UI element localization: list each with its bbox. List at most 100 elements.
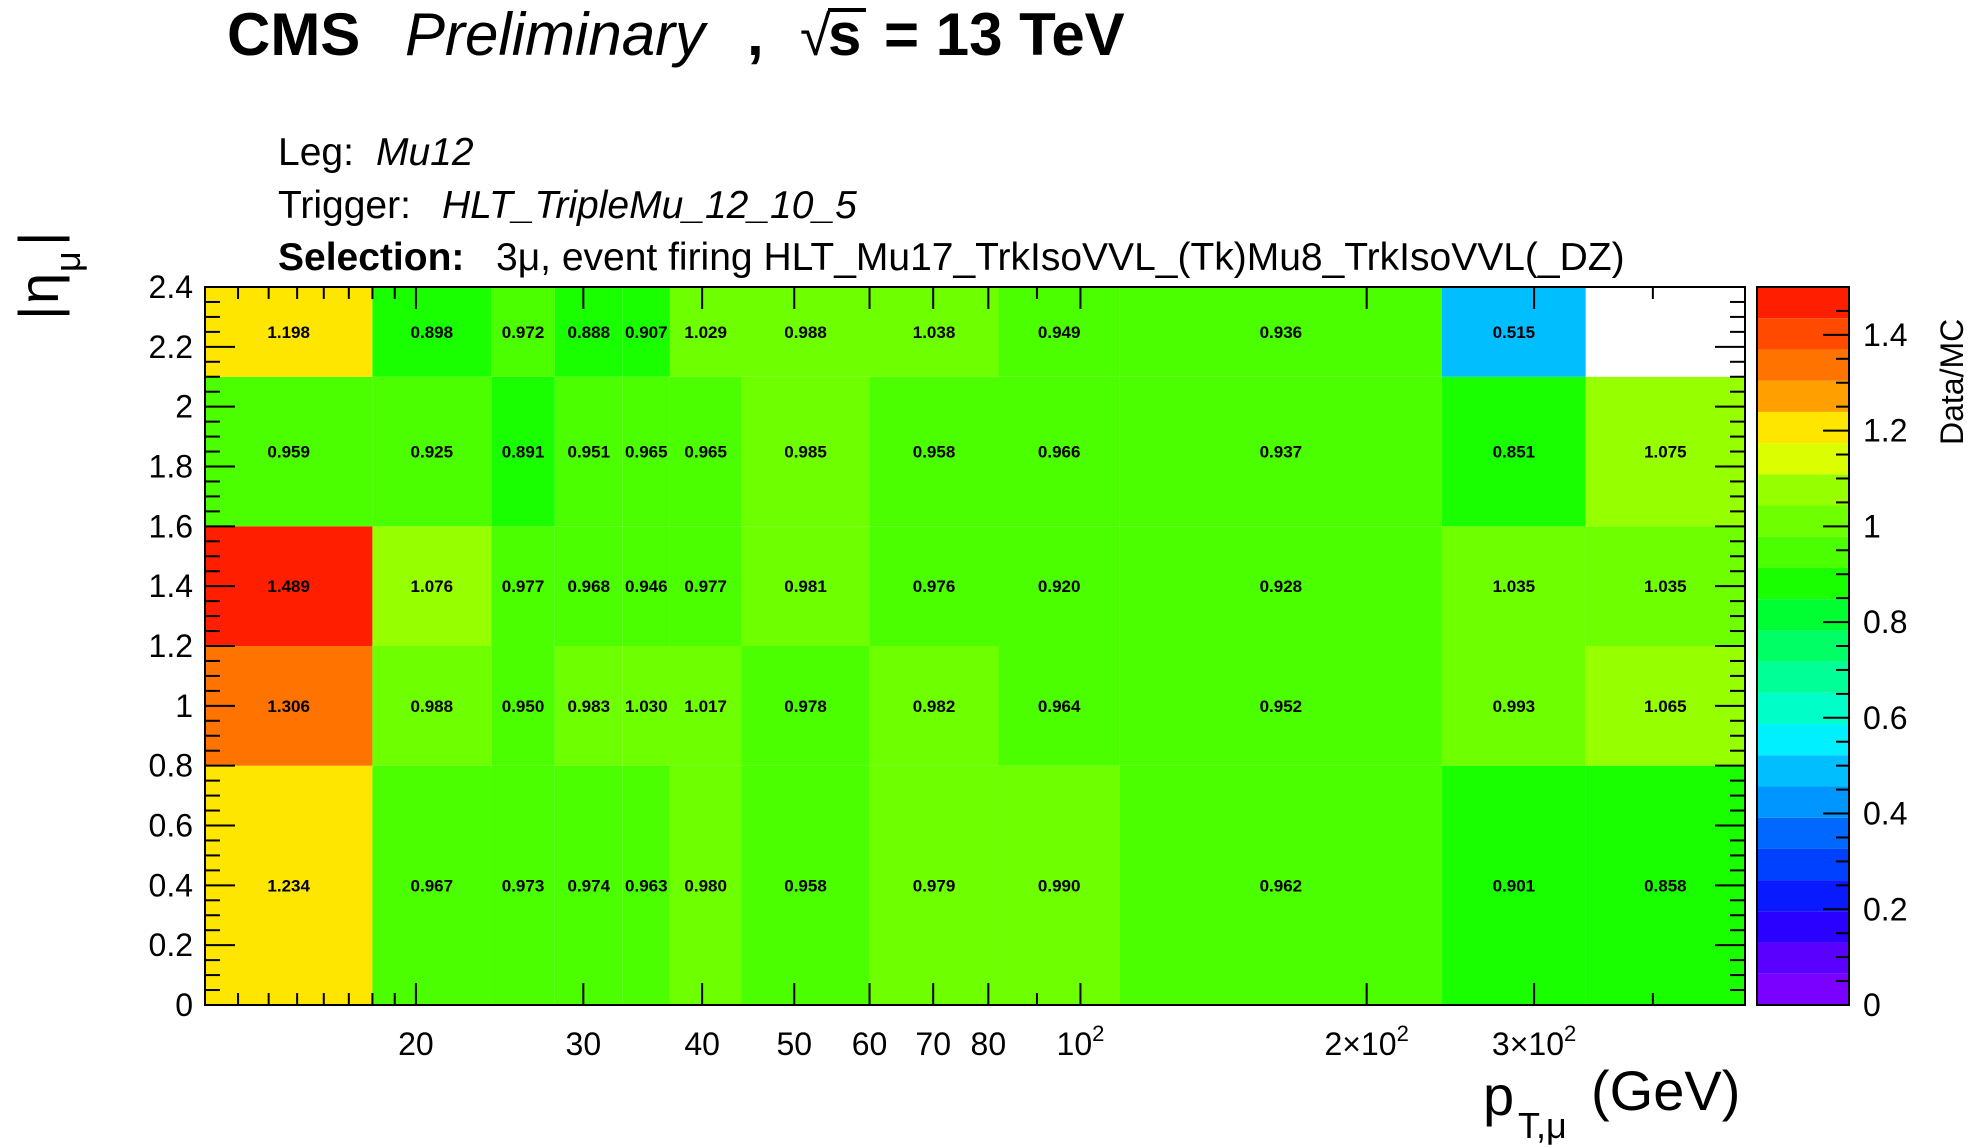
cell-value-label: 0.898 xyxy=(411,323,454,342)
z-axis-title: Data/MC xyxy=(1934,319,1970,445)
cell-value-label: 0.976 xyxy=(913,577,956,596)
heatmap-cell xyxy=(205,376,373,527)
heatmap-cell xyxy=(998,287,1120,377)
cell-value-label: 0.981 xyxy=(784,577,827,596)
z-tick-label: 1.4 xyxy=(1863,317,1907,353)
heatmap-cell xyxy=(669,765,742,1005)
x-tick-label: 2×102 xyxy=(1324,1021,1408,1062)
cell-value-label: 0.988 xyxy=(784,323,827,342)
heatmap-cell xyxy=(491,526,555,646)
cell-value-label: 0.928 xyxy=(1260,577,1303,596)
y-tick-label: 1.4 xyxy=(149,568,193,604)
y-tick-label: 0.6 xyxy=(149,808,193,844)
color-scale-segment xyxy=(1757,942,1849,974)
leg-value: Mu12 xyxy=(376,131,474,174)
cell-value-label: 0.993 xyxy=(1493,697,1536,716)
heatmap-cell xyxy=(741,526,870,646)
color-scale-segment xyxy=(1757,536,1849,568)
y-axis-title-bar-right: | xyxy=(7,231,70,246)
color-scale-segment xyxy=(1757,911,1849,943)
heatmap-cell xyxy=(998,765,1120,1005)
y-tick-label: 2 xyxy=(175,389,193,425)
heatmap-cell xyxy=(205,287,373,377)
color-scale-bar xyxy=(1756,286,1850,1006)
heatmap-cell xyxy=(372,646,492,766)
heatmap-cell xyxy=(622,765,670,1005)
heatmap-cell xyxy=(869,765,999,1005)
heatmap-cell xyxy=(622,646,670,766)
z-tick-label: 0 xyxy=(1863,987,1881,1023)
cell-value-label: 0.888 xyxy=(567,323,610,342)
cell-value-label: 1.489 xyxy=(267,577,310,596)
cell-value-label: 0.963 xyxy=(625,876,668,895)
x-tick-label: 20 xyxy=(398,1026,434,1062)
heatmap-cell xyxy=(869,646,999,766)
preliminary-label: Preliminary xyxy=(405,1,709,68)
y-tick-label: 2.2 xyxy=(149,329,193,365)
cell-value-label: 0.925 xyxy=(411,443,454,462)
cms-label: CMS xyxy=(227,1,360,68)
heatmap-cell xyxy=(1119,765,1442,1005)
heatmap-cell xyxy=(622,376,670,527)
cell-value-label: 1.234 xyxy=(267,876,310,895)
color-scale-segment xyxy=(1757,443,1849,475)
cell-value-label: 0.980 xyxy=(684,876,727,895)
x-tick-label: 50 xyxy=(776,1026,812,1062)
cell-value-label: 0.966 xyxy=(1038,443,1081,462)
header-comma: , xyxy=(747,1,764,68)
color-scale-segment xyxy=(1757,692,1849,725)
heatmap-cell xyxy=(372,526,492,646)
selection-label: Selection: xyxy=(278,236,464,279)
z-tick-label: 1.2 xyxy=(1863,413,1907,449)
y-tick-label: 1 xyxy=(175,688,193,724)
x-axis-title-unit: (GeV) xyxy=(1591,1059,1740,1122)
cell-value-label: 0.974 xyxy=(567,876,610,895)
y-tick-label: 0.2 xyxy=(149,927,193,963)
cell-value-label: 0.979 xyxy=(913,876,956,895)
cell-value-label: 1.030 xyxy=(625,697,668,716)
color-scale-segment xyxy=(1757,880,1849,912)
cell-value-label: 0.936 xyxy=(1260,323,1303,342)
y-tick-label: 0.4 xyxy=(149,867,193,903)
cell-value-label: 1.075 xyxy=(1644,443,1687,462)
heatmap-cell xyxy=(1585,376,1745,527)
x-axis-title-main: p xyxy=(1483,1064,1514,1127)
z-tick-label: 1 xyxy=(1863,508,1881,544)
y-tick-label: 0 xyxy=(175,987,193,1023)
color-scale-segment xyxy=(1757,505,1849,537)
x-tick-label: 3×102 xyxy=(1492,1021,1576,1062)
color-scale-segment xyxy=(1757,599,1849,631)
y-axis-ticks: 0 0.2 0.4 0.6 0.8 1 1.2 1.4 1.6 1.8 2 2.2 2.4 xyxy=(149,269,1745,1023)
cell-value-label: 0.965 xyxy=(684,443,727,462)
cell-value-label: 0.972 xyxy=(502,323,545,342)
y-axis-title-sub: μ xyxy=(47,251,88,272)
heatmap-cell xyxy=(554,765,623,1005)
cell-value-label: 0.891 xyxy=(502,443,545,462)
cell-value-label: 0.982 xyxy=(913,697,956,716)
color-scale-segment xyxy=(1757,349,1849,381)
x-axis-title-sub: T,μ xyxy=(1518,1105,1567,1146)
color-scale-segment xyxy=(1757,287,1849,319)
heatmap-cell xyxy=(1585,287,1745,377)
cell-value-label: 0.958 xyxy=(784,876,827,895)
cell-value-label: 0.968 xyxy=(567,577,610,596)
y-axis-title-bar-left: | xyxy=(7,305,70,320)
cell-value-label: 0.515 xyxy=(1493,323,1536,342)
heatmap-cell xyxy=(998,646,1120,766)
color-scale-segment xyxy=(1757,724,1849,756)
x-tick-label: 60 xyxy=(852,1026,888,1062)
color-scale-segment xyxy=(1757,630,1849,662)
heatmap-cell xyxy=(669,376,742,527)
selection-value: 3μ, event firing HLT_Mu17_TrkIsoVVL_(Tk)… xyxy=(496,236,1625,279)
heatmap-cell xyxy=(1119,376,1442,527)
heatmap-cell xyxy=(1119,287,1442,377)
heatmap-cell xyxy=(372,765,492,1005)
cell-value-label: 0.949 xyxy=(1038,323,1081,342)
heatmap-cell xyxy=(869,526,999,646)
cell-value-label: 0.977 xyxy=(502,577,545,596)
cell-value-label: 1.076 xyxy=(411,577,454,596)
leg-label: Leg: xyxy=(278,131,354,174)
color-scale-segment xyxy=(1757,661,1849,693)
cell-value-label: 0.973 xyxy=(502,876,545,895)
heatmap-cell xyxy=(998,376,1120,527)
